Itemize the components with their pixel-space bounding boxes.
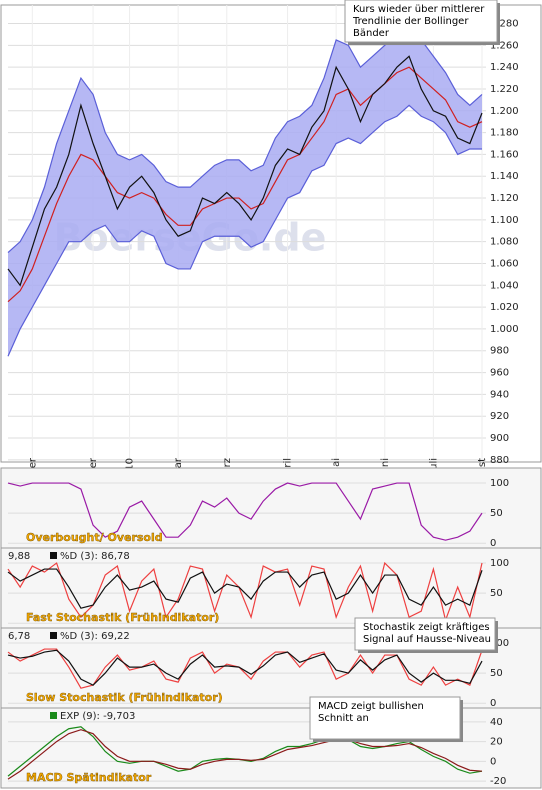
series-line <box>7 648 483 689</box>
y-tick-label: 940 <box>490 389 509 400</box>
value-note: 9,88 <box>8 551 30 562</box>
panel <box>0 4 542 463</box>
series-line <box>7 66 483 303</box>
legend-label: %D (3): 86,78 <box>60 551 130 562</box>
y-tick-label: 1.140 <box>490 171 519 182</box>
y-tick-label: 880 <box>490 455 509 466</box>
y-tick-label: 20 <box>490 737 503 748</box>
annotation-box <box>344 0 498 43</box>
value-note: 6,78 <box>8 631 30 642</box>
y-tick-label: 1.200 <box>490 106 519 117</box>
y-tick-label: 0 <box>490 538 496 549</box>
y-tick-label: 40 <box>490 717 503 728</box>
panel-title: Overbought/ Oversold <box>26 531 163 544</box>
y-tick-label: 1.160 <box>490 149 519 160</box>
y-tick-label: 1.000 <box>490 324 519 335</box>
y-tick-label: 1.280 <box>490 19 519 30</box>
y-tick-label: 100 <box>490 558 509 569</box>
y-tick-label: 1.060 <box>490 258 519 269</box>
y-tick-label: 1.260 <box>490 40 519 51</box>
annotation-text: MACD zeigt bullishen <box>318 701 424 712</box>
y-tick-label: 1.240 <box>490 62 519 73</box>
annotation-text: Stochastik zeigt kräftiges <box>363 622 490 633</box>
y-tick-label: 0 <box>490 698 496 709</box>
bollinger-band <box>8 28 482 357</box>
panel-title: Slow Stochastik (Frühindikator) <box>26 691 223 704</box>
y-tick-label: 1.180 <box>490 128 519 139</box>
y-tick-label: -20 <box>490 776 506 787</box>
annotation-text: Bänder <box>353 28 390 39</box>
panel-title: MACD Spätindikator <box>26 771 152 784</box>
y-tick-label: 1.220 <box>490 84 519 95</box>
x-tick-label: Mai <box>331 458 342 476</box>
y-tick-label: 980 <box>490 346 509 357</box>
panel-title: Fast Stochastik (Frühindikator) <box>26 611 219 624</box>
annotation-box <box>354 617 496 651</box>
series-line <box>7 482 483 541</box>
annotation-text: Trendlinie der Bollinger <box>352 16 469 27</box>
y-tick-label: 1.040 <box>490 280 519 291</box>
y-tick-label: 960 <box>490 368 509 379</box>
legend-label: %D (3): 69,22 <box>60 631 130 642</box>
legend-swatch <box>50 632 57 639</box>
y-tick-label: 50 <box>490 588 503 599</box>
y-tick-label: 50 <box>490 508 503 519</box>
y-tick-label: 0 <box>490 756 496 767</box>
panel <box>0 547 542 629</box>
y-tick-label: 1.100 <box>490 215 519 226</box>
legend-swatch <box>50 712 57 719</box>
legend-label: EXP (9): -9,703 <box>60 711 135 722</box>
annotation-box <box>309 696 461 740</box>
legend-swatch <box>50 552 57 559</box>
y-tick-label: 1.020 <box>490 302 519 313</box>
x-tick-label: Juli <box>428 458 439 474</box>
annotation-text: Signal auf Hausse-Niveau <box>363 634 491 645</box>
annotation-text: Kurs wieder über mittlerer <box>353 4 485 15</box>
panel <box>0 467 542 549</box>
y-tick-label: 1.080 <box>490 237 519 248</box>
series-line <box>7 55 483 287</box>
y-tick-label: 100 <box>490 638 509 649</box>
series-line <box>7 729 483 780</box>
y-tick-label: 1.120 <box>490 193 519 204</box>
y-tick-label: 900 <box>490 433 509 444</box>
series-line <box>7 568 483 609</box>
series-line <box>7 649 483 686</box>
y-tick-label: 50 <box>490 668 503 679</box>
y-tick-label: 920 <box>490 411 509 422</box>
series-line <box>7 104 482 357</box>
series-line <box>7 561 483 623</box>
y-tick-label: 100 <box>490 478 509 489</box>
annotation-text: Schnitt an <box>318 713 369 724</box>
